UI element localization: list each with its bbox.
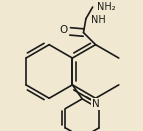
Text: N: N: [92, 99, 100, 109]
Text: NH₂: NH₂: [97, 2, 116, 12]
Text: NH: NH: [91, 15, 105, 25]
Text: O: O: [59, 26, 67, 36]
